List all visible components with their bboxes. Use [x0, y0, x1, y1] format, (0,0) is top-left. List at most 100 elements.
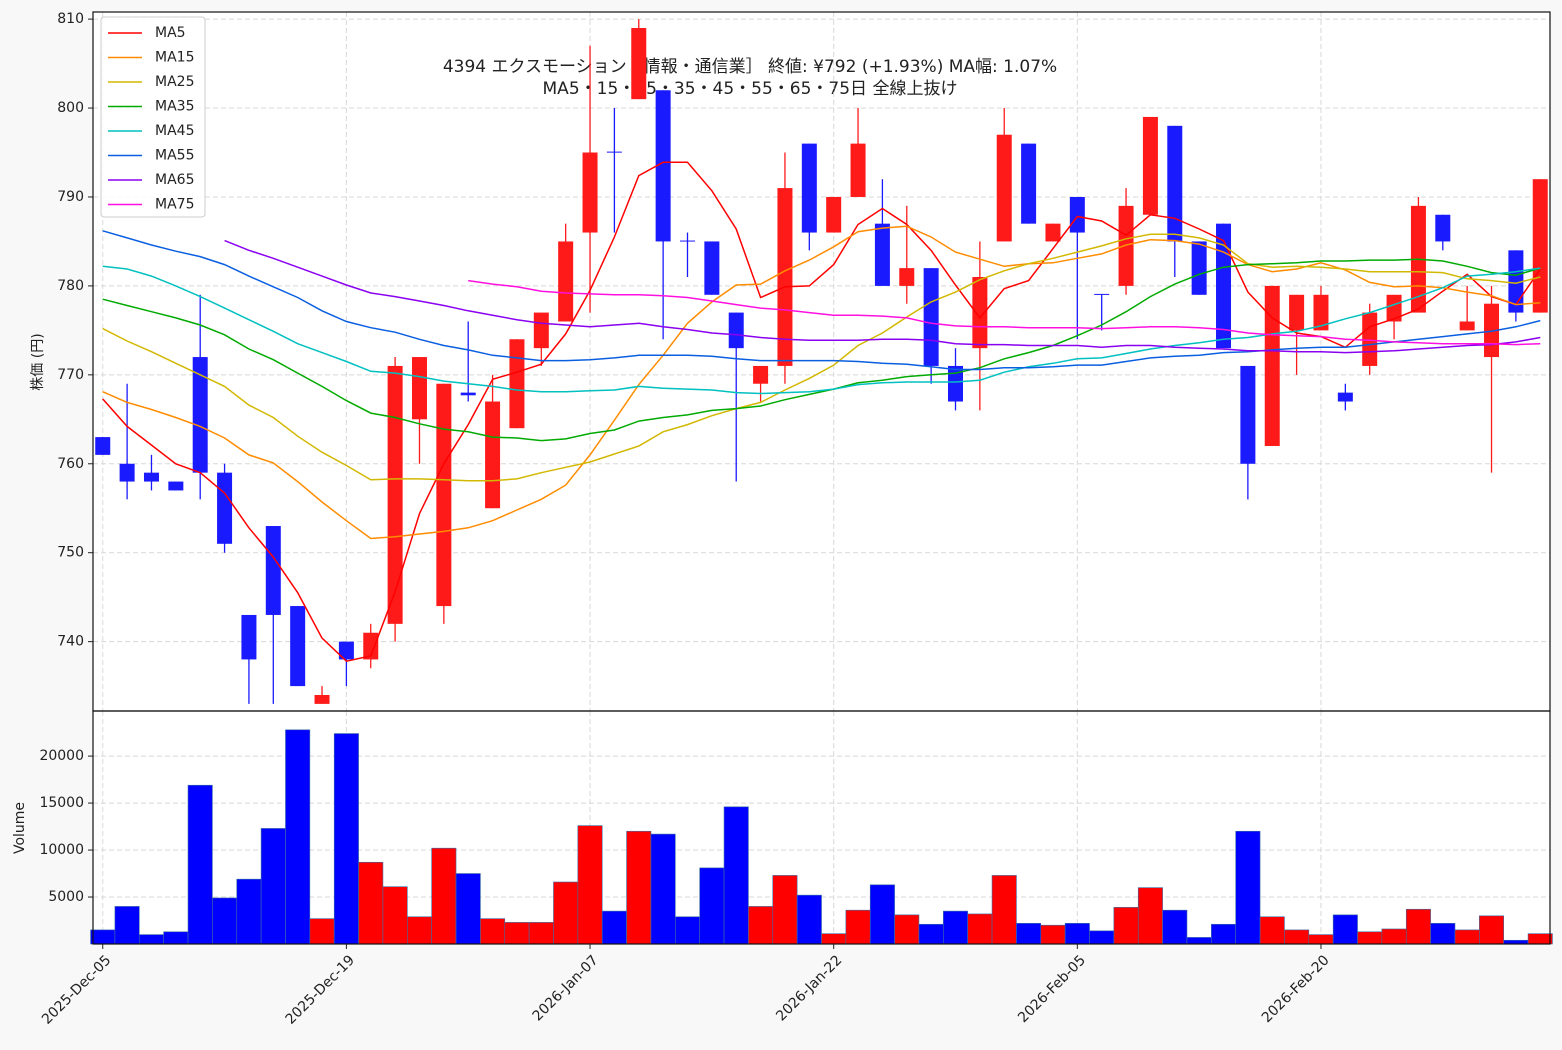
- volume-bar: [1357, 931, 1383, 945]
- volume-bar: [138, 934, 164, 945]
- volume-bar: [1137, 887, 1163, 945]
- volume-bar: [577, 825, 603, 945]
- volume-bar: [1211, 923, 1236, 945]
- candle-body: [1337, 392, 1353, 402]
- candle-body: [1118, 205, 1134, 286]
- volume-bar: [553, 881, 579, 945]
- x-tick-label: 2025-Dec-05: [39, 952, 114, 1027]
- candle-body: [1532, 179, 1548, 313]
- candle-body: [1021, 143, 1037, 224]
- volume-bar: [1405, 908, 1431, 945]
- candle-body: [1289, 294, 1305, 331]
- candle-body: [558, 241, 574, 322]
- volume-bar: [1430, 923, 1456, 945]
- volume-bar: [431, 847, 457, 945]
- volume-bar: [455, 873, 481, 945]
- candle-body: [1264, 285, 1280, 446]
- y-tick-label: 750: [57, 545, 84, 561]
- candle-body: [143, 472, 159, 482]
- candle-body: [996, 134, 1012, 242]
- x-tick-label: 2026-Feb-05: [1015, 952, 1089, 1026]
- legend-box: [100, 16, 206, 218]
- volume-bar: [407, 916, 432, 945]
- volume-bar: [1040, 924, 1066, 945]
- candle-body: [1094, 293, 1110, 295]
- legend-label: MA5: [155, 25, 186, 41]
- candle-body: [192, 357, 208, 473]
- candle-body: [460, 392, 476, 396]
- volume-bar: [748, 906, 774, 945]
- candle-body: [826, 196, 842, 233]
- candle-body: [290, 606, 306, 687]
- candle-body: [509, 339, 525, 429]
- candle-body: [411, 357, 427, 420]
- y-tick-label: 800: [57, 100, 84, 116]
- candle-body: [241, 614, 257, 660]
- ma-line: [102, 265, 1541, 395]
- volume-bar: [1235, 830, 1261, 945]
- candle-body: [874, 223, 890, 286]
- volume-bar: [675, 916, 700, 945]
- candle-body: [1508, 250, 1524, 313]
- candle-body: [338, 641, 354, 660]
- volume-bar: [333, 733, 359, 945]
- y-tick-label: 760: [57, 456, 84, 472]
- legend-label: MA45: [155, 123, 194, 139]
- volume-bar: [1527, 933, 1553, 945]
- candle-body: [753, 365, 769, 384]
- volume-bar: [991, 875, 1017, 945]
- volume-bar: [1089, 930, 1115, 945]
- ma-line: [468, 279, 1541, 346]
- volume-bar: [821, 933, 847, 945]
- volume-bar: [626, 830, 652, 945]
- candle-body: [704, 241, 720, 295]
- y-tick-label: 780: [57, 278, 84, 294]
- volume-bar: [845, 909, 871, 945]
- y-tick-label: 790: [57, 189, 84, 205]
- volume-bar: [943, 910, 968, 945]
- legend-label: MA35: [155, 99, 194, 115]
- volume-bar: [894, 914, 920, 945]
- y-tick-label: 15000: [39, 795, 84, 811]
- ma-line: [102, 258, 1541, 442]
- candle-body: [801, 143, 817, 233]
- candle-body: [95, 437, 111, 455]
- legend-label: MA15: [155, 50, 194, 66]
- candle-body: [631, 28, 647, 100]
- volume-bar: [1332, 914, 1358, 945]
- volume-bar: [601, 910, 627, 945]
- volume-bar: [1016, 923, 1042, 945]
- candle-body: [606, 151, 622, 153]
- legend-label: MA25: [155, 74, 194, 90]
- ma-line: [224, 239, 1541, 354]
- volume-bar: [699, 867, 725, 945]
- y-tick-label: 20000: [39, 748, 84, 764]
- volume-bar: [1381, 928, 1407, 945]
- candle-body: [1167, 125, 1183, 242]
- volume-bar: [1186, 937, 1212, 945]
- chart-subtitle: MA5・15・25・35・45・55・65・75日 全線上抜け: [543, 79, 958, 99]
- volume-bar: [1479, 915, 1505, 945]
- candle-body: [1191, 241, 1207, 295]
- volume-bar: [504, 922, 530, 945]
- candle-body: [1435, 214, 1451, 242]
- candle-body: [1045, 223, 1061, 242]
- ma-line: [102, 225, 1541, 540]
- y-tick-label: 5000: [48, 889, 84, 905]
- candle-body: [899, 268, 915, 286]
- volume-bar: [1308, 934, 1334, 945]
- y-tick-label: 810: [57, 11, 84, 27]
- plot-background: [93, 12, 1550, 944]
- y-axis-label: Volume: [12, 802, 28, 854]
- volume-bar: [212, 897, 238, 945]
- volume-bar: [260, 828, 286, 945]
- volume-bar: [480, 918, 506, 945]
- volume-bar: [1259, 916, 1285, 945]
- chart-title: 4394 エクスモーション［情報・通信業］ 終値: ¥792 (+1.93%) …: [443, 57, 1057, 77]
- candle-body: [1386, 294, 1402, 322]
- candle-body: [217, 472, 233, 544]
- legend-label: MA75: [155, 197, 194, 213]
- legend-label: MA65: [155, 172, 194, 188]
- candle-body: [533, 312, 549, 349]
